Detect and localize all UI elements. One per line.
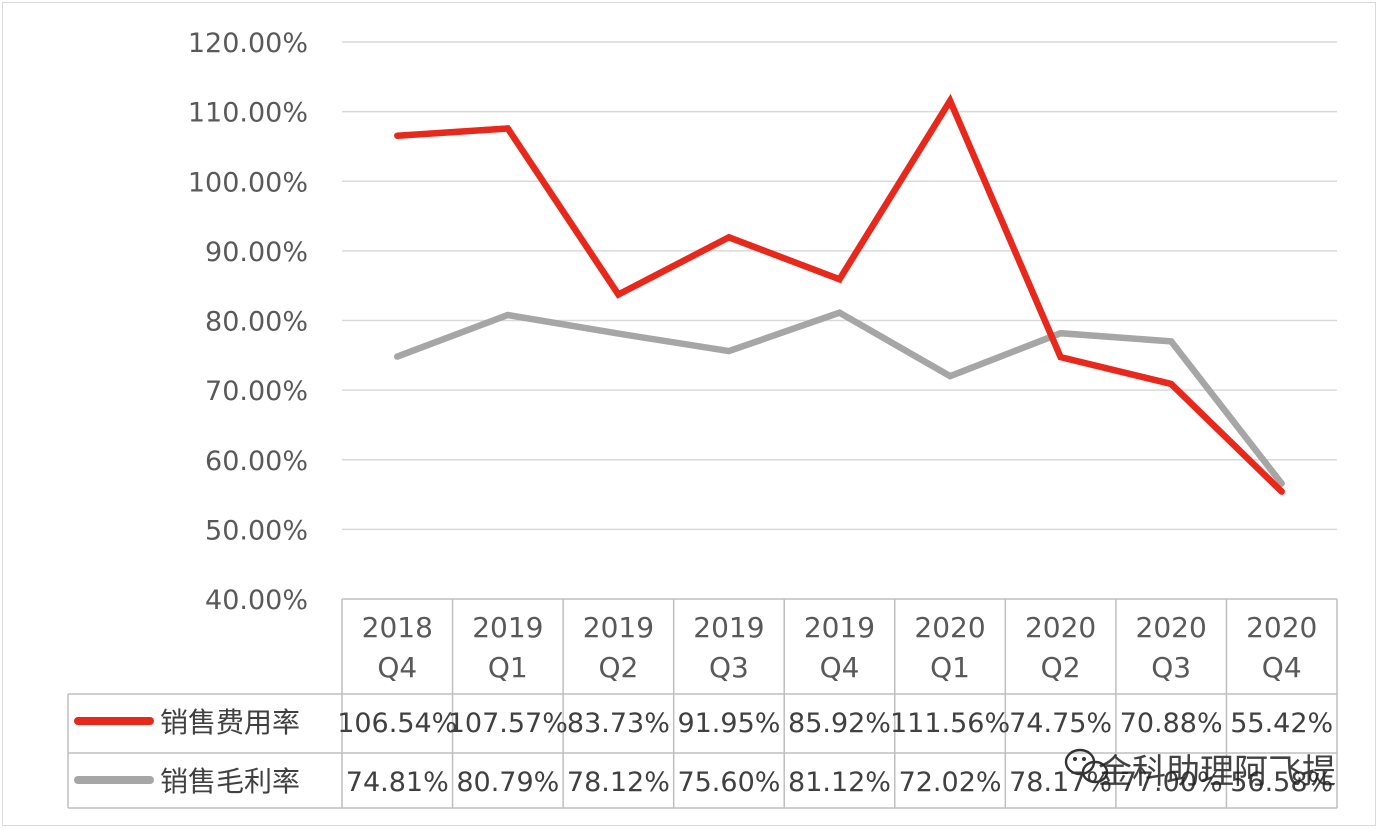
- x-tick-quarter: Q2: [598, 651, 638, 684]
- y-tick-label: 70.00%: [205, 376, 308, 407]
- x-tick-quarter: Q1: [488, 651, 528, 684]
- data-table-cell: 85.92%: [788, 708, 891, 739]
- y-tick-label: 50.00%: [205, 515, 308, 546]
- y-tick-label: 120.00%: [188, 28, 308, 59]
- series-line-sales-gross-margin: [394, 309, 1285, 487]
- data-table-cell: 111.56%: [890, 708, 1010, 739]
- data-table-cell: 56.58%: [1230, 767, 1333, 798]
- data-table-cell: 80.79%: [456, 767, 559, 798]
- legend-label: 销售毛利率: [160, 765, 300, 798]
- y-tick-label: 40.00%: [205, 585, 308, 616]
- x-tick-quarter: Q1: [930, 651, 970, 684]
- data-table: 2018 Q4 2019 Q1 2019 Q2 2019 Q3 2019 Q4 2020 Q1 2020…: [67, 598, 1338, 809]
- y-tick-label: 60.00%: [205, 446, 308, 477]
- data-table-cell: 107.57%: [448, 708, 568, 739]
- x-tick-quarter: Q2: [1041, 651, 1081, 684]
- data-table-cell: 70.88%: [1120, 708, 1223, 739]
- data-table-cell: 81.12%: [788, 767, 891, 798]
- data-table-cell: 74.75%: [1009, 708, 1112, 739]
- grid-lines: [342, 41, 1337, 531]
- data-table-cell: 72.02%: [899, 767, 1002, 798]
- x-tick-quarter: Q4: [377, 651, 417, 684]
- x-tick-quarter: Q4: [820, 651, 860, 684]
- x-tick-year: 2020: [1136, 611, 1207, 644]
- x-tick-year: 2018: [362, 611, 433, 644]
- x-tick-year: 2019: [583, 611, 654, 644]
- wechat-icon: [1064, 748, 1109, 784]
- data-table-cell: 91.95%: [677, 708, 780, 739]
- watermark: 金科助理阿飞提: [1064, 748, 1336, 792]
- x-tick-year: 2019: [804, 611, 875, 644]
- data-table-cell: 78.12%: [567, 767, 670, 798]
- y-axis-ticks: 40.00% 50.00% 60.00% 70.00% 80.00% 90.00% 100.…: [188, 28, 308, 616]
- data-table-cell: 83.73%: [567, 708, 670, 739]
- data-table-cell: 106.54%: [337, 708, 457, 739]
- y-tick-label: 100.00%: [188, 167, 308, 198]
- series-line-sales-expense-rate: [394, 93, 1285, 495]
- x-tick-quarter: Q4: [1262, 651, 1302, 684]
- x-tick-year: 2020: [914, 611, 985, 644]
- data-table-cell: 74.81%: [346, 767, 449, 798]
- x-tick-year: 2020: [1025, 611, 1096, 644]
- watermark-text: 金科助理阿飞提: [1098, 752, 1336, 792]
- y-tick-label: 110.00%: [188, 98, 308, 129]
- y-tick-label: 80.00%: [205, 307, 308, 338]
- x-tick-year: 2020: [1246, 611, 1317, 644]
- data-table-cell: 77.00%: [1120, 767, 1223, 798]
- x-tick-quarter: Q3: [1151, 651, 1191, 684]
- data-table-cell: 75.60%: [677, 767, 780, 798]
- series-lines: [394, 93, 1285, 495]
- y-tick-label: 90.00%: [205, 237, 308, 268]
- x-tick-quarter: Q3: [709, 651, 749, 684]
- data-table-cell: 55.42%: [1230, 708, 1333, 739]
- x-tick-year: 2019: [472, 611, 543, 644]
- x-tick-year: 2019: [693, 611, 764, 644]
- legend-label: 销售费用率: [160, 706, 300, 739]
